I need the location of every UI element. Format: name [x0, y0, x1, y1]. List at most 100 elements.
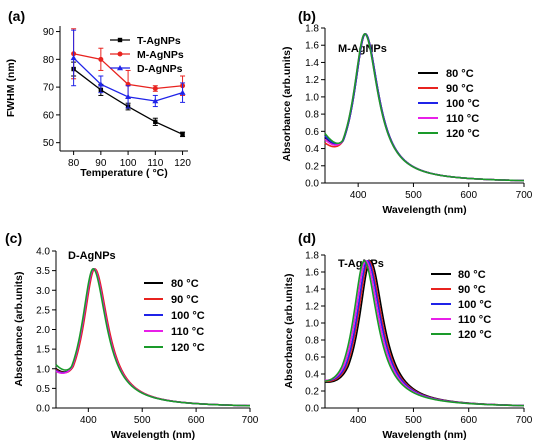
- y-tick-label: 50: [43, 138, 55, 149]
- y-tick-label: 0.6: [305, 127, 319, 138]
- legend-label: 120 °C: [171, 342, 205, 354]
- spectrum-90 °C: [324, 33, 525, 182]
- y-tick-label: 70: [43, 83, 55, 94]
- spectrum-120 °C: [55, 268, 251, 407]
- y-tick-label: 80: [43, 55, 55, 66]
- y-tick-label: 1.2: [305, 75, 319, 86]
- y-tick-label: 2.5: [36, 305, 50, 316]
- x-axis-label: Temperature ( °C): [80, 167, 167, 179]
- legend-label: 90 °C: [171, 294, 199, 306]
- x-tick-label: 110: [147, 158, 163, 169]
- data-point: [153, 119, 158, 125]
- y-tick-label: 60: [43, 110, 55, 121]
- x-tick-label: 600: [460, 190, 477, 201]
- spectrum-120 °C: [324, 33, 525, 182]
- x-tick-label: 120: [174, 158, 191, 169]
- legend-label: 90 °C: [458, 284, 486, 296]
- y-tick-label: 90: [43, 27, 55, 38]
- y-tick-label: 3.5: [36, 266, 50, 277]
- legend-label: 80 °C: [171, 278, 199, 290]
- x-axis-label: Wavelength (nm): [111, 429, 195, 441]
- legend-label: T-AgNPs: [137, 35, 181, 47]
- x-tick-label: 80: [68, 158, 80, 169]
- y-tick-label: 1.6: [305, 41, 319, 52]
- spectrum-110 °C: [55, 268, 251, 407]
- spectrum-100 °C: [324, 33, 525, 182]
- y-tick-label: 1.4: [305, 285, 319, 296]
- x-tick-label: 700: [516, 190, 533, 201]
- data-point: [152, 98, 159, 104]
- panel-label: (d): [298, 230, 316, 246]
- x-tick-label: 500: [405, 190, 422, 201]
- panel-b: (b) 0.0 0.2 0.4 0.6 0.8 1.0 1.2 1.4 1.6 1.8 400 500 6…: [281, 8, 533, 216]
- x-tick-label: 500: [405, 415, 422, 426]
- legend-label: 120 °C: [446, 128, 480, 140]
- spectrum-90 °C: [324, 260, 525, 407]
- y-tick-label: 0.6: [305, 353, 319, 364]
- y-tick-label: 0.8: [305, 110, 319, 121]
- legend-label: 80 °C: [446, 68, 474, 80]
- data-point: [70, 54, 77, 61]
- y-tick-label: 1.5: [36, 345, 50, 356]
- panel-d: (d) 0.0 0.2 0.4 0.6 0.8 1.0 1.2 1.4 1.6 1.8 400 500 6…: [283, 230, 533, 441]
- y-tick-label: 4.0: [36, 247, 50, 258]
- legend-label: 100 °C: [171, 310, 205, 322]
- x-tick-label: 700: [516, 415, 533, 426]
- y-tick-label: 0.4: [305, 144, 319, 155]
- y-tick-label: 1.0: [305, 92, 319, 103]
- x-axis-label: Wavelength (nm): [382, 429, 466, 441]
- legend-marker: [117, 65, 123, 71]
- y-tick-label: 2.0: [36, 325, 50, 336]
- x-tick-label: 100: [120, 158, 137, 169]
- panel-c: (c) 0.0 0.5 1.0 1.5 2.0 2.5 3.0 3.5 4.0 400 500 600 7…: [5, 230, 259, 441]
- spectrum-120 °C: [324, 259, 525, 407]
- y-tick-label: 0.4: [305, 370, 319, 381]
- spectrum-80 °C: [324, 33, 525, 182]
- y-tick-label: 0.8: [305, 336, 319, 347]
- x-axis-label: Wavelength (nm): [382, 204, 466, 216]
- legend-label: 110 °C: [171, 326, 204, 338]
- y-axis-label: Absorbance (arb.units): [13, 272, 25, 387]
- y-axis-label: FWHM (nm): [5, 59, 17, 117]
- panel-title: D-AgNPs: [68, 250, 116, 262]
- y-tick-label: 1.8: [305, 251, 319, 262]
- panel-label: (c): [5, 230, 22, 246]
- legend-marker: [117, 51, 123, 57]
- x-tick-label: 700: [242, 415, 259, 426]
- x-tick-label: 400: [80, 415, 97, 426]
- x-tick-label: 400: [350, 190, 367, 201]
- y-tick-label: 1.4: [305, 58, 319, 69]
- legend-label: 90 °C: [446, 83, 474, 95]
- x-tick-label: 400: [350, 415, 367, 426]
- y-axis-label: Absorbance (arb.units): [281, 47, 293, 162]
- panel-label: (b): [298, 8, 316, 24]
- legend-label: 80 °C: [458, 269, 486, 281]
- spectrum-90 °C: [55, 268, 251, 407]
- y-tick-label: 0.5: [36, 384, 50, 395]
- x-tick-label: 600: [460, 415, 477, 426]
- data-point: [179, 89, 186, 95]
- legend-label: 100 °C: [458, 299, 492, 311]
- x-tick-label: 500: [134, 415, 151, 426]
- spectrum-110 °C: [324, 33, 525, 182]
- y-tick-label: 0.0: [305, 179, 319, 190]
- legend-label: M-AgNPs: [137, 49, 184, 61]
- legend-label: 100 °C: [446, 98, 480, 110]
- data-point: [97, 81, 104, 87]
- panel-a: (a) 50 60 70 80 90 80 90 100 110 120 Temperature ( …: [5, 8, 191, 179]
- y-tick-label: 0.0: [305, 404, 319, 415]
- x-tick-label: 600: [188, 415, 205, 426]
- y-tick-label: 0.2: [305, 387, 319, 398]
- y-tick-label: 1.0: [305, 319, 319, 330]
- x-tick-label: 90: [95, 158, 107, 169]
- data-point: [125, 93, 132, 100]
- y-tick-label: 0.0: [36, 404, 50, 415]
- data-point: [180, 132, 185, 137]
- y-tick-label: 0.2: [305, 161, 319, 172]
- spectrum-80 °C: [55, 268, 251, 407]
- data-point: [152, 86, 158, 91]
- legend-label: 110 °C: [458, 314, 491, 326]
- y-axis-label: Absorbance (arb.units): [283, 274, 295, 389]
- y-tick-label: 1.2: [305, 302, 319, 313]
